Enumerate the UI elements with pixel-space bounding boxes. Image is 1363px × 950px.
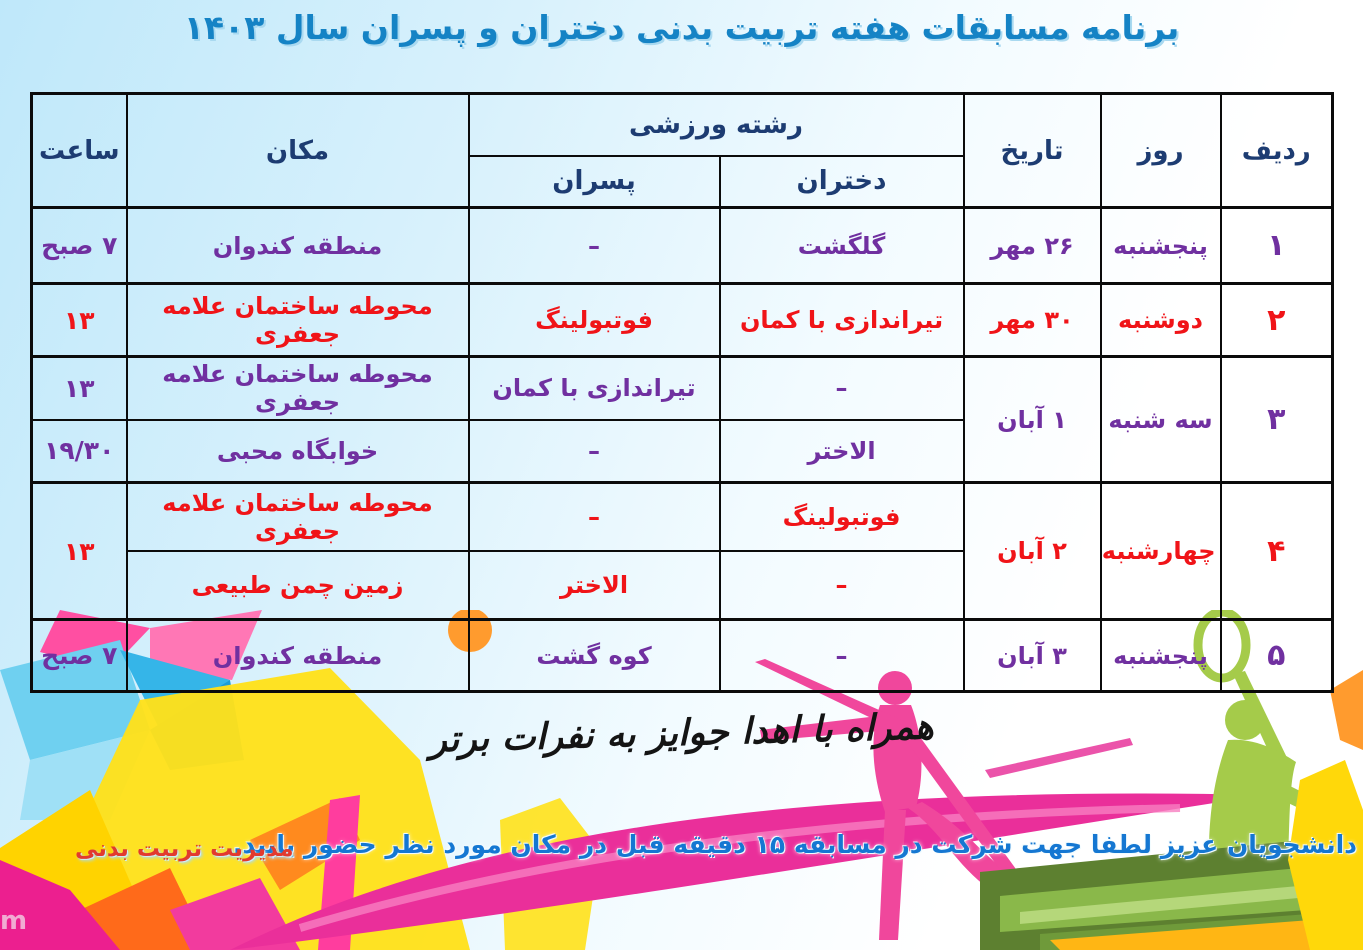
cell-rooz: چهارشنبه bbox=[1099, 481, 1222, 621]
cell-dokhtaran: گلگشت bbox=[718, 206, 965, 285]
table-row: ۲ دوشنبه ۳۰ مهر تیراندازی با کمان فوتبول… bbox=[30, 282, 1334, 358]
table-row: – الاختر زمین چمن طبیعی bbox=[32, 549, 1333, 621]
cell-tarikh: ۳ آبان bbox=[962, 618, 1102, 693]
cell-tarikh: ۱ آبان bbox=[962, 355, 1102, 484]
cell-makan: محوطه ساختمان علامه جعفری bbox=[125, 355, 470, 421]
cell-dokhtaran: تیراندازی با کمان bbox=[718, 282, 965, 358]
table-row: الاختر – خوابگاه محبی ۱۹/۳۰ bbox=[30, 418, 1333, 484]
table-row: ۵ پنجشنبه ۳ آبان – کوه گشت منطقه کندوان … bbox=[30, 618, 1334, 693]
background-illustration bbox=[0, 610, 1363, 950]
header-pesaran: پسران bbox=[467, 154, 721, 209]
schedule-table-wrap: ردیف روز تاریخ رشته ورزشی مکان ساعت دختر… bbox=[30, 92, 1335, 693]
table-row: ۱ پنجشنبه ۲۶ مهر گلگشت – منطقه کندوان ۷ … bbox=[30, 206, 1334, 285]
cell-tarikh: ۲۶ مهر bbox=[962, 206, 1102, 285]
cell-radif: ۴ bbox=[1219, 481, 1334, 621]
cell-saat: ۷ صبح bbox=[30, 618, 128, 693]
header-dokhtaran: دختران bbox=[718, 154, 965, 209]
cell-makan: خوابگاه محبی bbox=[125, 418, 470, 484]
cell-dokhtaran: الاختر bbox=[718, 418, 965, 484]
cell-radif: ۳ bbox=[1219, 355, 1334, 484]
cell-rooz: پنجشنبه bbox=[1099, 618, 1222, 693]
header-makan: مکان bbox=[125, 92, 470, 209]
cell-saat: ۱۳ bbox=[30, 355, 128, 421]
cell-rooz: دوشنبه bbox=[1099, 282, 1222, 358]
cell-radif: ۱ bbox=[1219, 206, 1334, 285]
cell-pesaran: فوتبولینگ bbox=[467, 282, 721, 358]
cell-radif: ۲ bbox=[1219, 282, 1334, 358]
header-tarikh: تاریخ bbox=[962, 92, 1102, 209]
header-reshte: رشته ورزشی bbox=[467, 92, 965, 157]
cell-dokhtaran: – bbox=[718, 618, 965, 693]
table-row: ۴ چهارشنبه ۲ آبان فوتبولینگ – محوطه ساخت… bbox=[30, 481, 1334, 621]
cell-pesaran: – bbox=[467, 481, 721, 552]
yellow-right-shapes bbox=[1288, 670, 1363, 950]
cell-saat: ۱۹/۳۰ bbox=[30, 418, 128, 484]
cell-radif: ۵ bbox=[1219, 618, 1334, 693]
cell-makan: منطقه کندوان bbox=[125, 206, 470, 285]
cell-pesaran: الاختر bbox=[467, 549, 721, 621]
cell-dokhtaran: – bbox=[718, 355, 965, 421]
table-row: ۳ سه شنبه ۱ آبان – تیراندازی با کمان محو… bbox=[30, 355, 1334, 484]
cell-tarikh: ۲ آبان bbox=[962, 481, 1102, 621]
cell-pesaran: – bbox=[467, 206, 721, 285]
header-saat: ساعت bbox=[30, 92, 128, 209]
cell-pesaran: تیراندازی با کمان bbox=[467, 355, 721, 421]
cell-tarikh: ۳۰ مهر bbox=[962, 282, 1102, 358]
attendance-note: دانشجویان عزیز لطفا جهت شرکت در مسابقه ۱… bbox=[232, 830, 1357, 859]
cell-dokhtaran: – bbox=[718, 549, 965, 621]
ribbon-swoosh bbox=[230, 738, 1265, 950]
cell-dokhtaran: فوتبولینگ bbox=[718, 481, 965, 552]
cell-pesaran: کوه گشت bbox=[467, 618, 721, 693]
cell-makan: محوطه ساختمان علامه جعفری bbox=[125, 481, 470, 552]
cell-saat: ۱۳ bbox=[30, 282, 128, 358]
header-radif: ردیف bbox=[1219, 92, 1334, 209]
page-title: برنامه مسابقات هفته تربیت بدنی دختران و … bbox=[183, 8, 1180, 47]
schedule-table: ردیف روز تاریخ رشته ورزشی مکان ساعت دختر… bbox=[30, 92, 1335, 693]
header-rooz: روز bbox=[1099, 92, 1222, 209]
cell-makan: محوطه ساختمان علامه جعفری bbox=[125, 282, 470, 358]
cell-makan: زمین چمن طبیعی bbox=[125, 549, 470, 621]
cell-makan: منطقه کندوان bbox=[125, 618, 470, 693]
cell-rooz: پنجشنبه bbox=[1099, 206, 1222, 285]
cell-rooz: سه شنبه bbox=[1099, 355, 1222, 484]
watermark-text: m bbox=[0, 906, 28, 936]
signature-text: مدیریت تربیت بدنی bbox=[75, 836, 294, 862]
grass-bands bbox=[980, 834, 1363, 950]
cell-saat: ۱۳ bbox=[30, 481, 128, 621]
cell-pesaran: – bbox=[467, 418, 721, 484]
cell-saat: ۷ صبح bbox=[30, 206, 128, 285]
